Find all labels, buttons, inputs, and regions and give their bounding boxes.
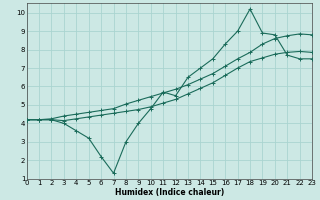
X-axis label: Humidex (Indice chaleur): Humidex (Indice chaleur): [115, 188, 224, 197]
